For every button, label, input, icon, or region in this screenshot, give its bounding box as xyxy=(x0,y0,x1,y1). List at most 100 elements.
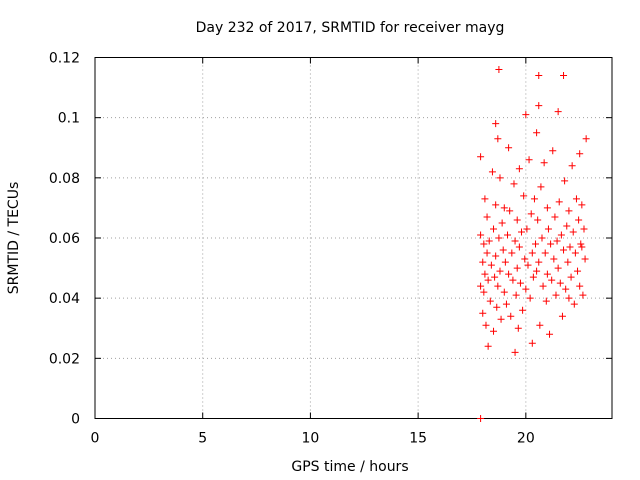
data-point xyxy=(511,348,519,356)
data-point xyxy=(562,285,570,293)
plot-frame xyxy=(94,57,613,419)
data-point xyxy=(565,294,573,302)
data-point xyxy=(548,276,556,284)
data-point xyxy=(580,225,588,233)
data-point xyxy=(574,267,582,275)
data-point xyxy=(555,198,563,206)
data-point xyxy=(536,321,544,329)
data-point xyxy=(578,201,586,209)
y-tick-labels: 0 0.02 0.04 0.06 0.08 0.1 0.12 xyxy=(49,51,80,428)
data-point xyxy=(554,264,562,272)
data-point xyxy=(494,135,502,143)
data-point xyxy=(546,330,554,338)
data-point xyxy=(495,234,503,242)
data-point xyxy=(521,255,529,263)
data-point xyxy=(541,249,549,257)
axis-ticks xyxy=(94,57,612,419)
data-point xyxy=(501,258,509,266)
data-point xyxy=(525,156,533,164)
data-point xyxy=(532,240,540,248)
data-point xyxy=(514,324,522,332)
data-point xyxy=(563,222,571,230)
data-point xyxy=(479,309,487,317)
data-point xyxy=(529,273,537,281)
data-point xyxy=(515,243,523,251)
data-point xyxy=(558,312,566,320)
y-tick-label: 0.02 xyxy=(49,351,80,367)
data-point xyxy=(496,174,504,182)
data-point xyxy=(571,249,579,257)
data-point xyxy=(481,270,489,278)
data-point xyxy=(527,210,535,218)
x-tick-label: 5 xyxy=(198,431,207,447)
data-point xyxy=(493,303,501,311)
data-point xyxy=(576,282,584,290)
data-point xyxy=(509,276,517,284)
data-point xyxy=(568,162,576,170)
y-tick-label: 0 xyxy=(71,412,80,428)
x-axis-label: GPS time / hours xyxy=(291,459,408,475)
data-point xyxy=(500,288,508,296)
data-point xyxy=(547,240,555,248)
data-point xyxy=(556,279,564,287)
data-point xyxy=(522,111,530,119)
data-point xyxy=(582,135,590,143)
data-point xyxy=(550,255,558,263)
data-point xyxy=(507,312,515,320)
data-point xyxy=(506,207,514,215)
data-point xyxy=(477,415,485,422)
y-tick-label: 0.1 xyxy=(58,111,80,127)
grid-lines xyxy=(95,57,612,419)
data-point xyxy=(498,219,506,227)
data-point xyxy=(512,291,520,299)
data-point xyxy=(499,246,507,254)
data-point xyxy=(492,120,500,128)
data-point xyxy=(575,216,583,224)
data-point xyxy=(483,213,491,221)
data-point xyxy=(530,195,538,203)
data-point xyxy=(534,216,542,224)
data-point xyxy=(528,339,536,347)
data-point xyxy=(477,231,485,239)
data-point xyxy=(544,225,552,233)
y-tick-label: 0.08 xyxy=(49,171,80,187)
data-point xyxy=(494,282,502,290)
data-point xyxy=(535,258,543,266)
data-point xyxy=(502,300,510,308)
data-point xyxy=(581,255,589,263)
x-tick-label: 15 xyxy=(409,431,427,447)
data-point xyxy=(477,153,485,161)
data-point xyxy=(524,261,532,269)
data-point xyxy=(513,216,521,224)
data-point xyxy=(540,159,548,167)
data-point xyxy=(578,243,586,251)
data-point xyxy=(561,177,569,185)
data-point xyxy=(566,243,574,251)
data-point xyxy=(511,237,519,245)
y-tick-label: 0.12 xyxy=(49,51,80,67)
data-point xyxy=(553,237,561,245)
data-point xyxy=(487,261,495,269)
data-point xyxy=(533,129,541,137)
data-point xyxy=(554,108,562,116)
data-point xyxy=(490,327,498,335)
data-point xyxy=(535,102,543,110)
data-point xyxy=(491,273,499,281)
data-point xyxy=(482,321,490,329)
x-tick-label: 10 xyxy=(302,431,320,447)
data-point xyxy=(552,291,560,299)
data-point xyxy=(495,66,503,74)
data-point xyxy=(484,276,492,284)
data-point xyxy=(497,315,505,323)
data-point xyxy=(535,72,543,80)
data-point xyxy=(486,297,494,305)
data-point xyxy=(505,270,513,278)
data-point xyxy=(480,240,488,248)
data-point xyxy=(504,231,512,239)
y-axis-label: SRMTID / TECUs xyxy=(6,182,22,295)
data-point xyxy=(492,201,500,209)
data-point xyxy=(490,225,498,233)
data-point xyxy=(500,204,508,212)
data-point xyxy=(528,249,536,257)
